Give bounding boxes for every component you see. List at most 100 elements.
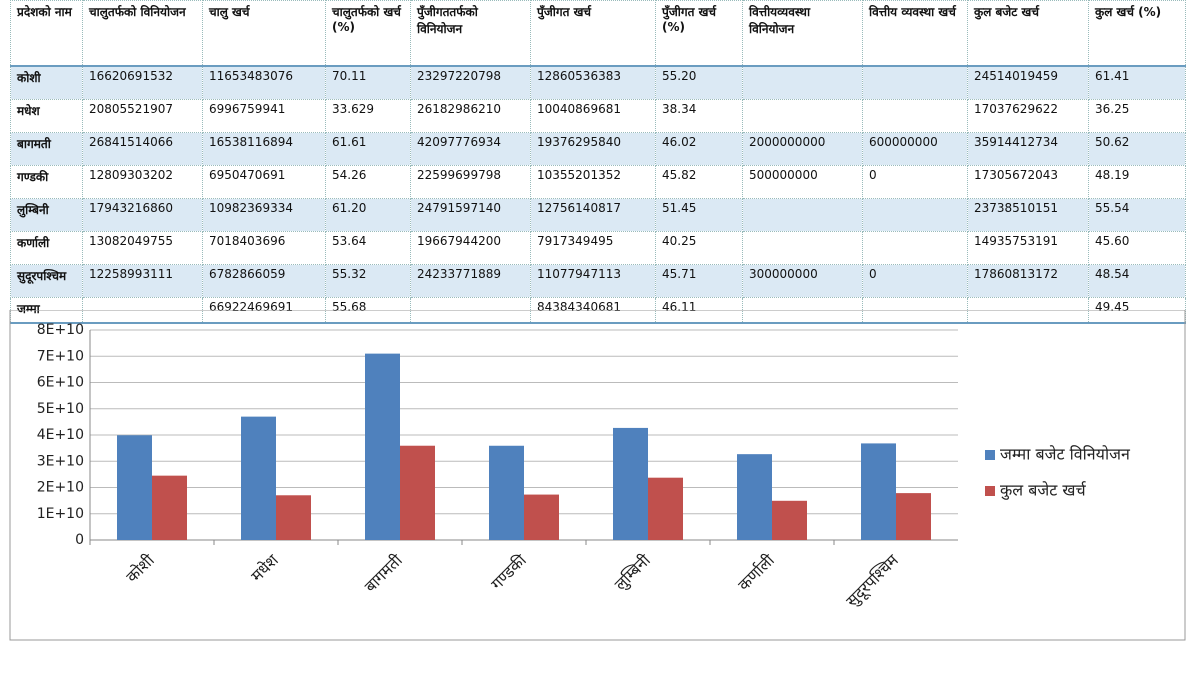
table-cell: 11653483076 xyxy=(202,65,326,100)
legend-swatch xyxy=(985,450,995,460)
table-cell: कर्णाली xyxy=(10,231,83,265)
table-cell: 0 xyxy=(862,264,968,298)
table-cell: 17943216860 xyxy=(82,198,203,232)
table-cell: 22599699798 xyxy=(410,165,531,199)
bar xyxy=(152,475,187,540)
table-cell: 12258993111 xyxy=(82,264,203,298)
table-cell: 24791597140 xyxy=(410,198,531,232)
table-cell: 20805521907 xyxy=(82,99,203,133)
table-cell: 51.45 xyxy=(655,198,743,232)
table-cell: 35914412734 xyxy=(967,132,1089,166)
table-cell: 7917349495 xyxy=(530,231,656,265)
table-row: सुदूरपश्चिम 12258993111 6782866059 55.32 242… xyxy=(10,264,1186,298)
bar xyxy=(117,435,152,540)
y-tick-label: 8E+10 xyxy=(37,322,84,338)
table-cell: 46.02 xyxy=(655,132,743,166)
table-row: कोशी 16620691532 11653483076 70.11 232972207… xyxy=(10,65,1186,100)
table-cell: 45.71 xyxy=(655,264,743,298)
table-cell: 26182986210 xyxy=(410,99,531,133)
table-cell: 40.25 xyxy=(655,231,743,265)
table-cell xyxy=(862,231,968,265)
table-cell: सुदूरपश्चिम xyxy=(10,264,83,298)
table-cell: 61.61 xyxy=(325,132,411,166)
bar xyxy=(613,427,648,540)
bar xyxy=(772,500,807,540)
table-cell: 7018403696 xyxy=(202,231,326,265)
y-tick-label: 5E+10 xyxy=(37,401,84,417)
table-cell: 10040869681 xyxy=(530,99,656,133)
y-tick-label: 1E+10 xyxy=(37,506,84,522)
table-cell: 70.11 xyxy=(325,65,411,100)
chart: 0 1E+10 2E+10 3E+10 4E+10 5E+10 6E+10 7E+10 8E+1… xyxy=(9,310,1186,641)
legend-label: जम्मा बजेट विनियोजन xyxy=(1000,445,1131,464)
table-cell: पुँजीगत खर्च (%) xyxy=(655,0,743,67)
table-cell: चालु खर्च xyxy=(202,0,326,67)
table-cell: 55.20 xyxy=(655,65,743,100)
legend-label: कुल बजेट खर्च xyxy=(1000,481,1087,501)
table-cell: पुँजीगततर्फको विनियोजन xyxy=(410,0,531,67)
table-cell: 45.82 xyxy=(655,165,743,199)
bar xyxy=(276,495,311,540)
table-cell: वित्तीय व्यवस्था खर्च xyxy=(862,0,968,67)
table-cell xyxy=(742,198,863,232)
bar xyxy=(648,477,683,540)
table-cell: 24233771889 xyxy=(410,264,531,298)
table-cell xyxy=(862,198,968,232)
y-tick-label: 3E+10 xyxy=(37,453,84,469)
x-tick-label: सुदूरपश्चिम xyxy=(842,550,903,611)
table-cell: 53.64 xyxy=(325,231,411,265)
y-tick-label: 7E+10 xyxy=(37,348,84,364)
table-cell: 16620691532 xyxy=(82,65,203,100)
table-cell: कोशी xyxy=(10,65,83,100)
table-cell: 6996759941 xyxy=(202,99,326,133)
x-tick-label: कोशी xyxy=(122,550,158,586)
table-cell: 300000000 xyxy=(742,264,863,298)
table-row: कर्णाली 13082049755 7018403696 53.64 1966794… xyxy=(10,231,1186,265)
x-tick-label: बागमती xyxy=(361,550,407,596)
table-cell: वित्तीयव्यवस्था विनियोजन xyxy=(742,0,863,67)
table-cell: 500000000 xyxy=(742,165,863,199)
y-tick-label: 4E+10 xyxy=(37,427,84,443)
table-cell: पुँजीगत खर्च xyxy=(530,0,656,67)
table-cell: 33.629 xyxy=(325,99,411,133)
table-cell xyxy=(742,99,863,133)
table-cell: 17037629622 xyxy=(967,99,1089,133)
table-row: गण्डकी 12809303202 6950470691 54.26 22599699… xyxy=(10,165,1186,199)
table-cell: 17860813172 xyxy=(967,264,1089,298)
y-tick-label: 0 xyxy=(75,532,84,548)
table-cell: 12756140817 xyxy=(530,198,656,232)
table-cell: 26841514066 xyxy=(82,132,203,166)
table-cell: कुल बजेट खर्च xyxy=(967,0,1089,67)
table-cell: 50.62 xyxy=(1088,132,1186,166)
table-cell xyxy=(862,65,968,100)
y-tick-label: 6E+10 xyxy=(37,375,84,391)
table-cell: 600000000 xyxy=(862,132,968,166)
table-cell: 10355201352 xyxy=(530,165,656,199)
x-tick-label: कर्णाली xyxy=(734,550,778,594)
x-tick-label: लुम्बिनी xyxy=(611,550,656,595)
table-cell: 48.54 xyxy=(1088,264,1186,298)
table-cell: 55.54 xyxy=(1088,198,1186,232)
table-cell: 12860536383 xyxy=(530,65,656,100)
table-cell: 24514019459 xyxy=(967,65,1089,100)
bar xyxy=(400,445,435,540)
table-cell: 45.60 xyxy=(1088,231,1186,265)
table-cell: 19376295840 xyxy=(530,132,656,166)
bar xyxy=(241,416,276,540)
table-cell: 55.32 xyxy=(325,264,411,298)
x-tick-label: मधेश xyxy=(247,550,283,586)
bar xyxy=(896,493,931,540)
y-tick-label: 2E+10 xyxy=(37,480,84,496)
table-cell xyxy=(862,99,968,133)
table-cell: कुल खर्च (%) xyxy=(1088,0,1186,67)
table-row: लुम्बिनी 17943216860 10982369334 61.20 24791… xyxy=(10,198,1186,232)
table-cell: लुम्बिनी xyxy=(10,198,83,232)
chart-frame xyxy=(9,310,1186,641)
table-cell: मधेश xyxy=(10,99,83,133)
table-row: मधेश 20805521907 6996759941 33.629 261829862… xyxy=(10,99,1186,133)
bar xyxy=(489,445,524,540)
table-cell: 61.41 xyxy=(1088,65,1186,100)
table-cell: 12809303202 xyxy=(82,165,203,199)
table-cell xyxy=(742,231,863,265)
table-cell: 48.19 xyxy=(1088,165,1186,199)
